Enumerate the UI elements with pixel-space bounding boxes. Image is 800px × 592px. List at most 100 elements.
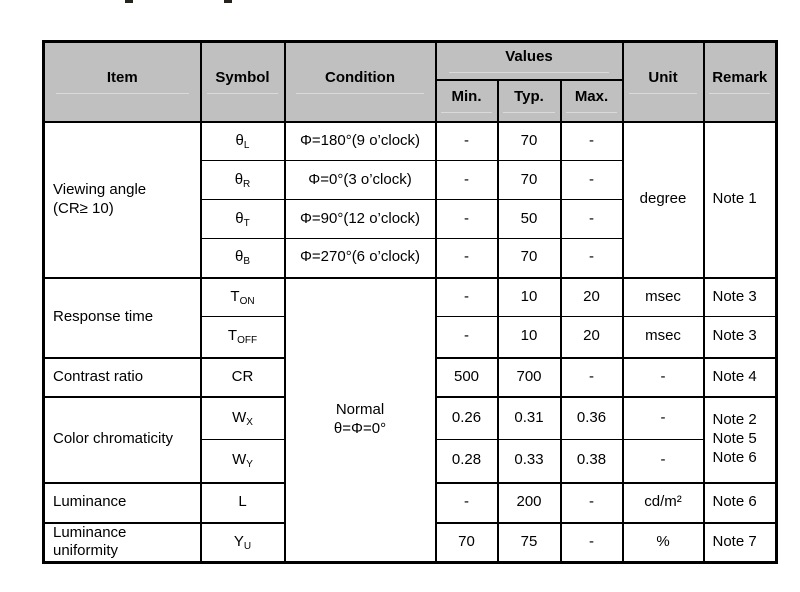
optical-spec-table: Item Symbol Condition Values Unit Remark… bbox=[42, 40, 778, 564]
condition-line: Normal bbox=[335, 401, 385, 418]
symbol-base: θ bbox=[234, 170, 244, 188]
col-header-remark: Remark bbox=[702, 40, 778, 123]
remark-cell: Note 3 bbox=[702, 276, 778, 317]
symbol-base: CR bbox=[231, 367, 254, 385]
symbol-subscript: L bbox=[243, 139, 250, 151]
header-label: Item bbox=[55, 69, 189, 95]
min-value-cell: - bbox=[434, 120, 499, 161]
item-cell-contrast-ratio: Contrast ratio bbox=[42, 356, 202, 398]
symbol-subscript: X bbox=[246, 416, 253, 428]
item-cell-luminance: Luminance bbox=[42, 481, 202, 524]
max-value-cell: - bbox=[559, 120, 624, 161]
col-header-typ: Typ. bbox=[496, 78, 562, 123]
min-value-cell: - bbox=[434, 238, 499, 279]
symbol-base: Y bbox=[233, 532, 244, 550]
symbol-cell: CR bbox=[199, 356, 286, 398]
symbol-cell: θR bbox=[199, 160, 286, 200]
typ-value-cell: 10 bbox=[496, 276, 562, 317]
min-value-cell: - bbox=[434, 316, 499, 359]
symbol-subscript: Y bbox=[246, 459, 253, 471]
unit-cell: % bbox=[621, 521, 705, 564]
col-header-symbol: Symbol bbox=[199, 40, 286, 123]
symbol-base: W bbox=[232, 451, 247, 469]
symbol-cell: WY bbox=[199, 439, 286, 484]
symbol-subscript: R bbox=[243, 178, 251, 190]
symbol-subscript: U bbox=[243, 540, 252, 552]
symbol-subscript: B bbox=[243, 256, 250, 268]
col-header-min: Min. bbox=[434, 78, 499, 123]
symbol-base: θ bbox=[235, 131, 244, 149]
min-value-cell: 500 bbox=[434, 356, 499, 398]
symbol-base: L bbox=[238, 493, 247, 511]
max-value-cell: - bbox=[559, 356, 624, 398]
col-header-max: Max. bbox=[559, 78, 624, 123]
remark-line: Note 2 bbox=[712, 411, 757, 429]
symbol-subscript: ON bbox=[239, 295, 255, 307]
symbol-base: W bbox=[232, 408, 247, 426]
remark-cell: Note 3 bbox=[702, 316, 778, 359]
symbol-cell: L bbox=[199, 481, 286, 524]
max-value-cell: 0.38 bbox=[559, 439, 624, 484]
symbol-subscript: OFF bbox=[237, 335, 258, 347]
item-label: Viewing angle bbox=[53, 180, 147, 198]
unit-cell: - bbox=[621, 439, 705, 484]
header-label: Values bbox=[449, 48, 609, 74]
header-label: Max. bbox=[565, 88, 618, 113]
unit-cell: msec bbox=[621, 276, 705, 317]
header-label: Remark bbox=[709, 69, 771, 95]
symbol-base: T bbox=[227, 327, 238, 345]
item-cell-color-chromaticity: Color chromaticity bbox=[42, 395, 202, 484]
unit-cell: - bbox=[621, 356, 705, 398]
symbol-cell: YU bbox=[199, 521, 286, 564]
symbol-base: θ bbox=[235, 209, 244, 227]
table-row: Response time TON Normal θ=Φ=0° - 10 20 … bbox=[42, 276, 778, 564]
header-row-2: Min. Typ. Max. bbox=[44, 78, 777, 123]
col-header-values: Values bbox=[434, 40, 624, 81]
table-row: Color chromaticity WX 0.26 0.31 0.36 - N… bbox=[42, 395, 778, 484]
unit-cell: cd/m² bbox=[621, 481, 705, 524]
remark-line: Note 6 bbox=[712, 448, 757, 466]
remark-cell: Note 6 bbox=[702, 481, 778, 524]
typ-value-cell: 10 bbox=[496, 316, 562, 359]
typ-value-cell: 0.31 bbox=[496, 395, 562, 440]
min-value-cell: - bbox=[434, 199, 499, 239]
typ-value-cell: 0.33 bbox=[496, 439, 562, 484]
symbol-cell: TOFF bbox=[199, 316, 286, 359]
max-value-cell: - bbox=[559, 238, 624, 279]
table-row: Luminance uniformity YU 70 75 - % Note 7 bbox=[42, 521, 778, 564]
symbol-cell: θB bbox=[199, 238, 286, 279]
symbol-base: T bbox=[230, 287, 240, 305]
table-row: θT Φ=90°(12 o’clock) - 50 - bbox=[44, 199, 777, 239]
typ-value-cell: 70 bbox=[496, 238, 562, 279]
remark-cell: Note 7 bbox=[702, 521, 778, 564]
item-label: Luminance bbox=[53, 523, 127, 541]
min-value-cell: - bbox=[434, 160, 499, 200]
remark-cell: Note 1 bbox=[702, 120, 778, 279]
typ-value-cell: 50 bbox=[496, 199, 562, 239]
max-value-cell: 0.36 bbox=[559, 395, 624, 440]
col-header-item: Item bbox=[42, 40, 202, 123]
symbol-cell: θT bbox=[199, 199, 286, 239]
unit-cell: degree bbox=[621, 120, 705, 279]
remark-cell: Note 4 bbox=[702, 356, 778, 398]
unit-cell: msec bbox=[621, 316, 705, 359]
symbol-subscript: T bbox=[243, 217, 250, 229]
typ-value-cell: 70 bbox=[496, 120, 562, 161]
cropped-text-artifact bbox=[125, 0, 133, 3]
item-label: (CR≥ 10) bbox=[53, 199, 114, 217]
max-value-cell: - bbox=[559, 481, 624, 524]
condition-line: θ=Φ=0° bbox=[333, 419, 387, 437]
max-value-cell: 20 bbox=[559, 316, 624, 359]
table-row: WY 0.28 0.33 0.38 - bbox=[44, 439, 777, 484]
min-value-cell: 0.26 bbox=[434, 395, 499, 440]
header-label: Typ. bbox=[502, 88, 556, 113]
condition-cell: Φ=180°(9 o’clock) bbox=[283, 120, 437, 161]
remark-cell-chromaticity: Note 2 Note 5 Note 6 bbox=[702, 395, 778, 484]
typ-value-cell: 70 bbox=[496, 160, 562, 200]
header-label: Symbol bbox=[207, 69, 278, 95]
item-cell-response-time: Response time bbox=[42, 276, 202, 359]
symbol-cell: WX bbox=[199, 395, 286, 440]
max-value-cell: - bbox=[559, 521, 624, 564]
symbol-base: θ bbox=[234, 248, 244, 266]
